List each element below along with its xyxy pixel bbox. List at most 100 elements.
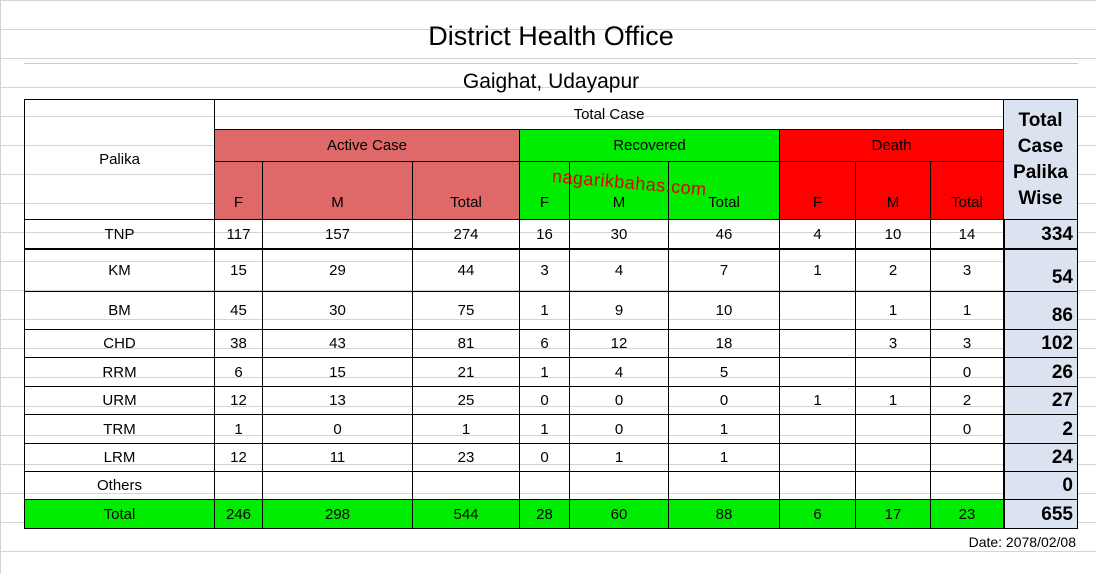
sub-header: Total xyxy=(931,162,1004,220)
cell-value: 3 xyxy=(856,330,931,358)
cell-value: 0 xyxy=(931,358,1004,387)
row-total: 86 xyxy=(1004,292,1078,330)
cell-value: 4 xyxy=(570,250,669,292)
row-label: Others xyxy=(24,472,215,500)
cell-value: 15 xyxy=(215,250,263,292)
cell-value: 0 xyxy=(931,415,1004,444)
cell-value: 60 xyxy=(570,500,669,529)
cell-value: 17 xyxy=(856,500,931,529)
cell-value: 1 xyxy=(215,415,263,444)
cell-value: 2 xyxy=(931,387,1004,415)
row-label: KM xyxy=(24,250,215,292)
cell-value: 5 xyxy=(669,358,780,387)
cell-value: 1 xyxy=(520,415,570,444)
cell-value: 274 xyxy=(413,220,520,250)
cell-value: 0 xyxy=(520,444,570,472)
cell-value xyxy=(780,415,856,444)
title: District Health Office xyxy=(24,10,1078,64)
cell-value xyxy=(856,358,931,387)
cell-value: 12 xyxy=(570,330,669,358)
cell-value: 10 xyxy=(856,220,931,250)
cell-value xyxy=(520,472,570,500)
cell-value: 298 xyxy=(263,500,413,529)
row-total: 334 xyxy=(1004,220,1078,250)
cell-value: 21 xyxy=(413,358,520,387)
cell-value: 2 xyxy=(856,250,931,292)
subtitle: Gaighat, Udayapur xyxy=(462,69,640,93)
row-label: LRM xyxy=(24,444,215,472)
cell-value: 43 xyxy=(263,330,413,358)
cell-value xyxy=(780,292,856,330)
cell-value: 0 xyxy=(520,387,570,415)
row-total: 27 xyxy=(1004,387,1078,415)
sub-header: M xyxy=(263,162,413,220)
cell-value: 1 xyxy=(413,415,520,444)
cell-value: 3 xyxy=(931,330,1004,358)
cell-value: 4 xyxy=(570,358,669,387)
cell-value xyxy=(780,444,856,472)
cell-value: 1 xyxy=(520,358,570,387)
cell-value: 12 xyxy=(215,387,263,415)
cell-value: 117 xyxy=(215,220,263,250)
row-total: 0 xyxy=(1004,472,1078,500)
sub-header: M xyxy=(856,162,931,220)
cell-value: 6 xyxy=(780,500,856,529)
row-label: TRM xyxy=(24,415,215,444)
cell-value: 46 xyxy=(669,220,780,250)
cell-value: 44 xyxy=(413,250,520,292)
cell-value: 544 xyxy=(413,500,520,529)
cell-value xyxy=(780,358,856,387)
cell-value: 1 xyxy=(520,292,570,330)
cell-value xyxy=(413,472,520,500)
row-total: 24 xyxy=(1004,444,1078,472)
cell-value: 0 xyxy=(669,387,780,415)
cell-value: 30 xyxy=(263,292,413,330)
cell-value: 1 xyxy=(570,444,669,472)
cell-value: 11 xyxy=(263,444,413,472)
cell-value: 246 xyxy=(215,500,263,529)
row-label: URM xyxy=(24,387,215,415)
cell-value: 4 xyxy=(780,220,856,250)
row-label: TNP xyxy=(24,220,215,250)
group-header: Recovered xyxy=(520,130,780,162)
cell-value xyxy=(856,415,931,444)
cell-value: 7 xyxy=(669,250,780,292)
cell-value: 1 xyxy=(669,415,780,444)
cell-value: 29 xyxy=(263,250,413,292)
cell-value: 157 xyxy=(263,220,413,250)
date: Date: 2078/02/08 xyxy=(968,534,1076,550)
cell-value: 9 xyxy=(570,292,669,330)
cell-value: 18 xyxy=(669,330,780,358)
sub-header: M xyxy=(570,162,669,220)
row-total: 54 xyxy=(1004,250,1078,292)
cell-value: 23 xyxy=(413,444,520,472)
cell-value: 1 xyxy=(931,292,1004,330)
cell-value: 16 xyxy=(520,220,570,250)
cell-value: 1 xyxy=(669,444,780,472)
cell-value xyxy=(780,472,856,500)
cell-value: 12 xyxy=(215,444,263,472)
sub-header: F xyxy=(215,162,263,220)
cell-value: 0 xyxy=(263,415,413,444)
sub-header: F xyxy=(780,162,856,220)
cell-value: 30 xyxy=(570,220,669,250)
cell-value xyxy=(669,472,780,500)
cell-value: 1 xyxy=(780,387,856,415)
cell-value xyxy=(780,330,856,358)
row-header: Palika xyxy=(24,99,215,220)
row-total: 2 xyxy=(1004,415,1078,444)
row-total: 655 xyxy=(1004,500,1078,529)
row-label: CHD xyxy=(24,330,215,358)
cell-value: 6 xyxy=(215,358,263,387)
cell-value: 25 xyxy=(413,387,520,415)
cell-value: 75 xyxy=(413,292,520,330)
cell-value: 10 xyxy=(669,292,780,330)
cell-value: 38 xyxy=(215,330,263,358)
cell-value xyxy=(931,444,1004,472)
cell-value: 0 xyxy=(570,415,669,444)
total-column-header: Total Case Palika Wise xyxy=(1004,99,1078,220)
cell-value: 6 xyxy=(520,330,570,358)
cell-value: 23 xyxy=(931,500,1004,529)
